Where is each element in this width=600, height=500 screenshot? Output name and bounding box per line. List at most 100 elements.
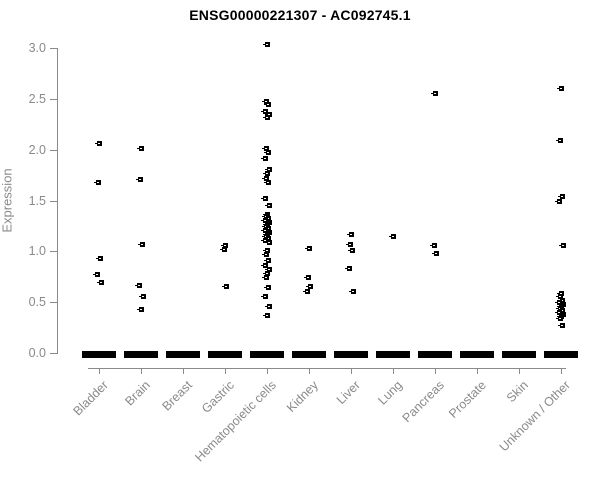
data-point (265, 112, 272, 117)
data-point (264, 258, 271, 263)
data-point (265, 267, 272, 272)
y-tick-mark (50, 200, 57, 202)
data-point (265, 240, 272, 245)
zero-expression-cluster-bar (166, 351, 200, 358)
data-point (556, 294, 563, 299)
x-tick-mark (519, 368, 520, 374)
data-point (263, 171, 270, 176)
data-point (555, 199, 562, 204)
y-tick-mark (50, 302, 57, 304)
data-point (305, 246, 312, 251)
y-tick-label: 0.5 (28, 295, 46, 310)
data-point (263, 115, 270, 120)
data-point (559, 243, 566, 248)
data-point (261, 196, 268, 201)
x-axis-line (88, 368, 566, 369)
data-point (348, 248, 355, 253)
data-point (303, 289, 310, 294)
data-point (264, 285, 271, 290)
y-tick-label: 2.5 (28, 92, 46, 106)
data-point (347, 232, 354, 237)
data-point (138, 242, 145, 247)
x-tick-mark (183, 368, 184, 374)
y-tick-mark (50, 99, 57, 100)
y-tick-mark (50, 149, 57, 151)
x-tick-mark (225, 368, 226, 374)
data-point (222, 284, 229, 289)
data-point (263, 42, 270, 47)
data-point (263, 313, 270, 318)
data-point (389, 234, 396, 239)
data-point (265, 304, 272, 309)
data-point (262, 99, 269, 104)
zero-expression-cluster-bar (544, 351, 578, 358)
data-point (263, 271, 270, 276)
x-tick-mark (477, 368, 478, 374)
data-point (306, 284, 313, 289)
x-tick-mark (267, 368, 268, 374)
data-point (262, 252, 269, 257)
x-tick-mark (351, 368, 352, 374)
data-point (346, 242, 353, 247)
x-tick-mark (99, 368, 100, 374)
data-point (97, 280, 104, 285)
zero-expression-cluster-bar (418, 351, 452, 358)
zero-expression-cluster-bar (334, 351, 368, 358)
y-tick-label: 1.0 (28, 244, 46, 259)
zero-expression-cluster-bar (208, 351, 242, 358)
data-point (265, 167, 272, 172)
data-point (263, 248, 270, 253)
data-point (262, 176, 269, 181)
data-point (431, 91, 438, 96)
data-point (265, 203, 272, 208)
y-tick-label: 1.5 (28, 193, 46, 208)
x-tick-mark (435, 368, 436, 374)
data-point (557, 86, 564, 91)
data-point (432, 251, 439, 256)
data-point (304, 275, 311, 280)
data-point (264, 180, 271, 185)
y-tick-label: 2.0 (28, 142, 46, 157)
data-point (137, 307, 144, 312)
y-tick-mark (50, 353, 57, 354)
zero-expression-cluster-bar (292, 351, 326, 358)
zero-expression-cluster-bar (460, 351, 494, 358)
data-point (349, 289, 356, 294)
data-point (556, 316, 563, 321)
x-tick-mark (393, 368, 394, 374)
y-tick-label: 3.0 (28, 41, 46, 56)
data-point (261, 238, 268, 243)
data-point (262, 146, 269, 151)
data-point (430, 243, 437, 248)
data-point (261, 228, 268, 233)
x-tick-mark (309, 368, 310, 374)
y-tick-mark (50, 48, 57, 50)
data-point (94, 180, 101, 185)
chart-title: ENSG00000221307 - AC092745.1 (189, 7, 411, 23)
data-point (555, 310, 562, 315)
data-point (556, 138, 563, 143)
y-axis-line (57, 48, 58, 354)
data-point (558, 323, 565, 328)
data-point (264, 150, 271, 155)
data-point (261, 109, 268, 114)
data-point (139, 294, 146, 299)
data-point (261, 263, 268, 268)
data-point (555, 300, 562, 305)
y-tick-mark (50, 251, 57, 253)
data-point (136, 177, 143, 182)
data-point (221, 243, 228, 248)
y-tick-label: 0.0 (28, 346, 46, 360)
zero-expression-cluster-bar (502, 351, 536, 358)
data-point (261, 294, 268, 299)
x-tick-mark (561, 368, 562, 374)
data-point (220, 247, 227, 252)
data-point (261, 156, 268, 161)
data-point (557, 291, 564, 296)
data-point (135, 283, 142, 288)
data-point (93, 272, 100, 277)
zero-expression-cluster-bar (250, 351, 284, 358)
data-point (558, 194, 565, 199)
data-point (262, 275, 269, 280)
